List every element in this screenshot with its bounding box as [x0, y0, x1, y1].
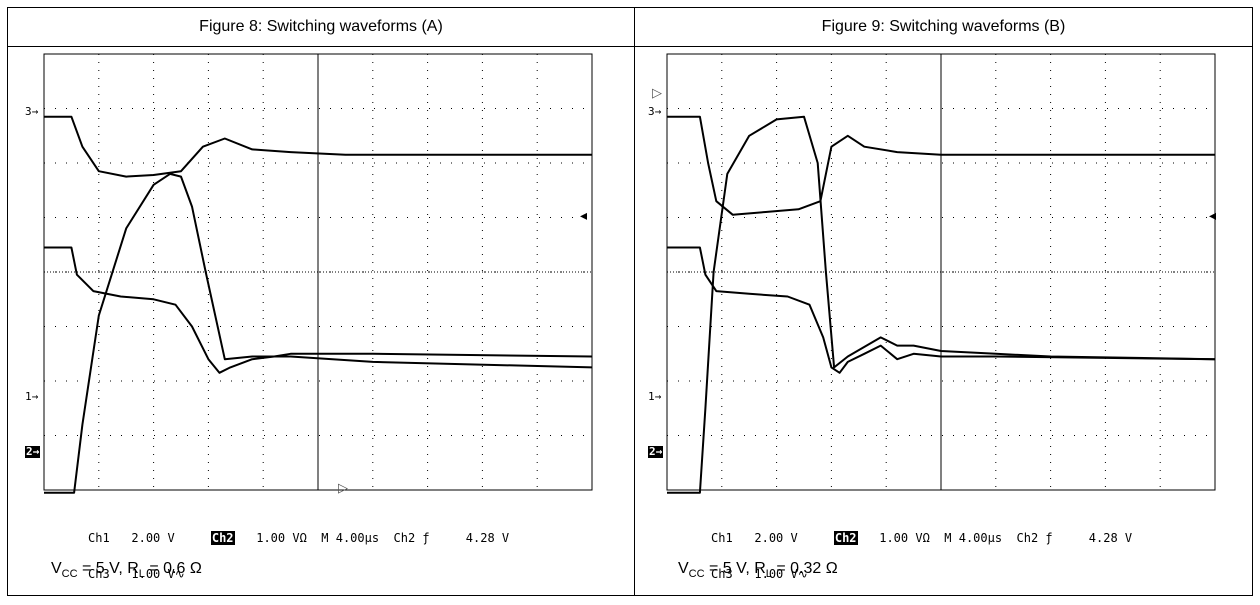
- ch1-label: Ch1: [711, 531, 733, 545]
- trace-3: [667, 246, 1216, 374]
- scope-readout: Ch1 2.00 V Ch2 1.00 VΩ M 4.00µs Ch2 ƒ 4.…: [88, 508, 509, 604]
- ch2-scale: 1.00 VΩ: [879, 531, 930, 545]
- oscilloscope-plot: [666, 53, 1216, 494]
- oscilloscope-screen: 3→ 1→ 2→ ◂ ▷ Ch1 2.00 V Ch2 1.00 VΩ M 4.…: [648, 48, 1221, 580]
- ch3-label: Ch3: [711, 567, 733, 581]
- trigger-level-arrow-icon: ◂: [580, 207, 588, 223]
- trace-1: [44, 115, 592, 178]
- channel-2-marker: 2→: [25, 445, 41, 458]
- trigger-source: Ch2 ƒ: [393, 531, 430, 545]
- channel-1-marker: 1→: [25, 390, 39, 403]
- ch1-label: Ch1: [88, 531, 110, 545]
- figure-table: Figure 8: Switching waveforms (A) 3→ 1→ …: [7, 7, 1253, 596]
- trigger-level-arrow-icon: ◂: [1209, 207, 1217, 223]
- mouse-pointer-icon: ▷: [338, 480, 348, 495]
- trigger-level: 4.28 V: [465, 531, 510, 545]
- panel-title: Figure 8: Switching waveforms (A): [8, 8, 634, 47]
- ch3-label: Ch3: [88, 567, 110, 581]
- panel-title: Figure 9: Switching waveforms (B): [635, 8, 1252, 47]
- ch2-label: Ch2: [210, 531, 235, 545]
- channel-3-marker: 3→: [25, 105, 39, 118]
- timebase: M 4.00µs: [321, 531, 380, 545]
- mouse-pointer-icon: ▷: [652, 85, 662, 100]
- test-conditions: VCC = 5 V, RL = 0.6 Ω: [51, 560, 202, 581]
- test-conditions: VCC = 5 V, RL = 0.32 Ω: [678, 560, 838, 581]
- trace-2: [667, 115, 1216, 494]
- oscilloscope-plot: [43, 53, 593, 494]
- trigger-level: 4.28 V: [1088, 531, 1133, 545]
- oscilloscope-screen: 3→ 1→ 2→ ◂ ▷ Ch1 2.00 V Ch2 1.00 VΩ M 4.…: [25, 48, 598, 580]
- ch3-scale: 1.00 V∿: [754, 567, 808, 581]
- channel-1-marker: 1→: [648, 390, 662, 403]
- channel-3-marker: 3→: [648, 105, 662, 118]
- ch3-scale: 1.00 V∿: [131, 567, 185, 581]
- ch2-label: Ch2: [833, 531, 858, 545]
- figure-panel-b: Figure 9: Switching waveforms (B) 3→ 1→ …: [635, 8, 1252, 595]
- scope-readout: Ch1 2.00 V Ch2 1.00 VΩ M 4.00µs Ch2 ƒ 4.…: [711, 508, 1132, 604]
- ch2-scale: 1.00 VΩ: [256, 531, 307, 545]
- ch1-scale: 2.00 V: [754, 531, 798, 545]
- trigger-source: Ch2 ƒ: [1016, 531, 1053, 545]
- trace-3: [44, 246, 593, 374]
- channel-2-marker: 2→: [648, 445, 664, 458]
- ch1-scale: 2.00 V: [131, 531, 175, 545]
- timebase: M 4.00µs: [944, 531, 1003, 545]
- figure-panel-a: Figure 8: Switching waveforms (A) 3→ 1→ …: [8, 8, 635, 595]
